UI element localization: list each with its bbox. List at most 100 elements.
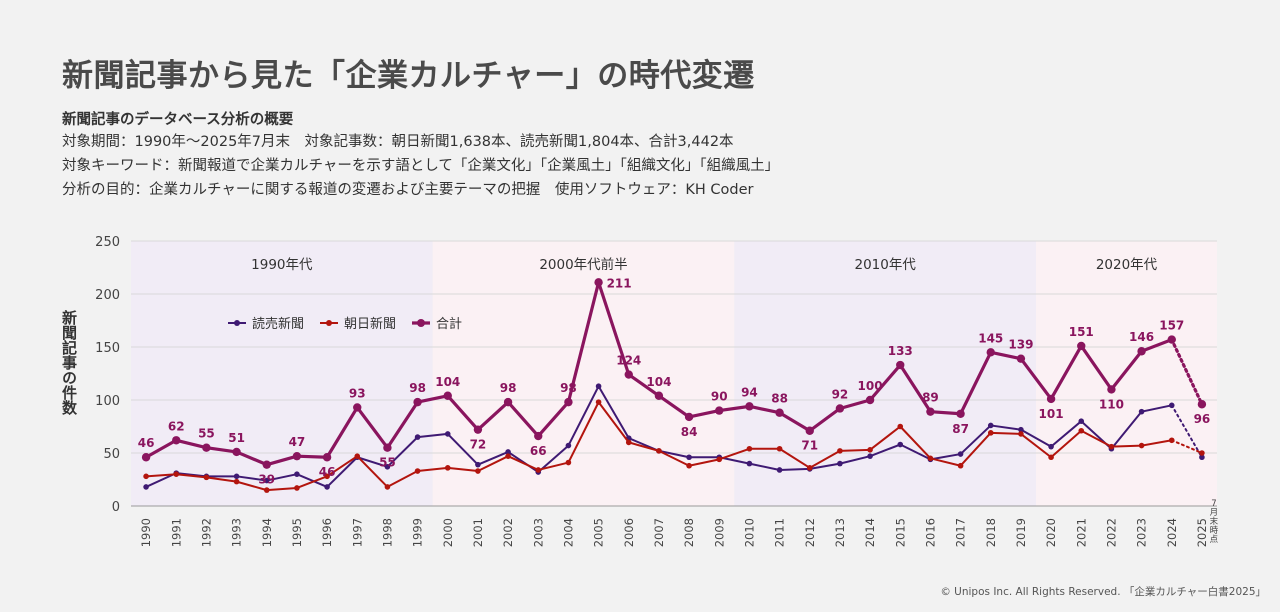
data-point	[1018, 426, 1024, 433]
data-point	[746, 445, 753, 452]
x-tick-label: 2011	[773, 518, 787, 547]
data-label: 139	[1008, 338, 1033, 352]
data-point	[564, 397, 573, 407]
data-point	[896, 360, 905, 370]
x-tick-label: 2010	[742, 518, 756, 547]
series-line-projection	[1170, 439, 1203, 454]
legend-marker	[326, 320, 332, 326]
x-tick-label: 2003	[531, 518, 545, 547]
data-label: 110	[1099, 397, 1124, 411]
data-point	[927, 455, 934, 462]
data-point	[173, 471, 180, 478]
legend: 読売新聞 朝日新聞 合計	[228, 316, 462, 332]
data-label: 93	[349, 386, 366, 400]
data-point	[233, 473, 240, 480]
data-point	[775, 408, 784, 417]
data-point	[625, 439, 632, 446]
data-point	[353, 403, 362, 412]
y-axis-label: 新聞記事の件数	[60, 310, 78, 415]
data-point	[233, 478, 240, 485]
data-point	[684, 412, 694, 422]
data-point	[656, 448, 662, 454]
x-tick-label: 1991	[169, 518, 183, 547]
data-point	[473, 425, 483, 434]
data-point	[443, 391, 452, 400]
data-point	[745, 402, 754, 411]
data-label: 92	[832, 387, 849, 401]
x-tick-label: 2020	[1044, 518, 1058, 547]
x-tick-label: 2004	[561, 518, 575, 547]
x-tick-note: 7 月末時点	[1210, 499, 1219, 545]
data-point	[1046, 394, 1056, 404]
x-tick-label: 2012	[803, 518, 817, 547]
era-label: 1990年代	[251, 257, 313, 273]
data-point	[263, 477, 270, 484]
data-point	[1197, 400, 1207, 409]
data-point	[835, 404, 845, 413]
data-label: 39	[258, 473, 275, 487]
data-point	[172, 436, 181, 445]
data-label: 47	[289, 435, 306, 449]
data-point	[987, 422, 994, 429]
data-point	[867, 453, 873, 459]
legend-marker	[417, 319, 425, 327]
data-point	[686, 454, 692, 461]
data-point	[1077, 341, 1086, 351]
x-tick-label: 2002	[501, 518, 515, 547]
data-point	[1108, 443, 1115, 450]
data-point	[383, 443, 392, 452]
data-point	[202, 443, 211, 452]
data-point	[413, 397, 422, 407]
y-tick-label: 200	[95, 288, 120, 303]
summary-heading: 新聞記事のデータベース分析の概要	[62, 112, 294, 128]
data-label: 157	[1159, 319, 1184, 333]
data-label: 90	[711, 390, 728, 404]
data-point	[534, 431, 543, 441]
x-tick-label: 1995	[290, 518, 304, 547]
data-point	[384, 463, 391, 470]
data-point	[354, 453, 361, 459]
data-label: 151	[1069, 325, 1094, 339]
era-label: 2010年代	[854, 257, 916, 273]
data-point	[1168, 402, 1175, 409]
data-point	[897, 441, 904, 448]
x-tick-label: 1994	[260, 518, 274, 547]
data-label: 62	[168, 419, 185, 433]
series-合計: 46 62 55 51 39 47 46 93 55 98 104 72 98 66 98 211 124 104…	[138, 276, 1211, 486]
data-label: 94	[741, 385, 758, 399]
data-point	[1167, 335, 1176, 344]
data-point	[837, 460, 843, 467]
x-tick-label: 2024	[1165, 518, 1179, 547]
x-tick-label: 2006	[622, 518, 636, 547]
data-point	[986, 348, 995, 357]
data-label: 124	[616, 354, 641, 368]
data-point	[806, 465, 813, 471]
data-point	[143, 484, 149, 490]
data-point	[324, 484, 330, 490]
y-tick-label: 150	[95, 341, 120, 356]
y-tick-label: 100	[95, 394, 120, 409]
data-point	[1138, 442, 1145, 449]
data-label: 72	[470, 438, 487, 452]
data-point	[505, 449, 511, 455]
data-point	[865, 395, 875, 405]
data-point	[203, 474, 210, 481]
data-point	[414, 468, 421, 474]
data-label: 211	[607, 276, 632, 290]
data-label: 89	[922, 391, 939, 405]
x-tick-label: 1992	[199, 518, 213, 547]
data-point	[262, 460, 271, 469]
x-tick-label: 2001	[471, 518, 485, 547]
data-point	[475, 468, 481, 474]
data-label: 51	[228, 431, 245, 445]
data-point	[503, 397, 513, 407]
x-tick-label: 1990	[139, 518, 153, 547]
data-point	[746, 460, 753, 467]
era-label: 2020年代	[1096, 257, 1158, 273]
data-point	[322, 453, 332, 462]
data-point	[1048, 454, 1054, 461]
data-label: 98	[500, 381, 517, 395]
data-point	[776, 467, 783, 473]
data-label: 55	[198, 427, 215, 441]
data-point	[1048, 443, 1054, 450]
